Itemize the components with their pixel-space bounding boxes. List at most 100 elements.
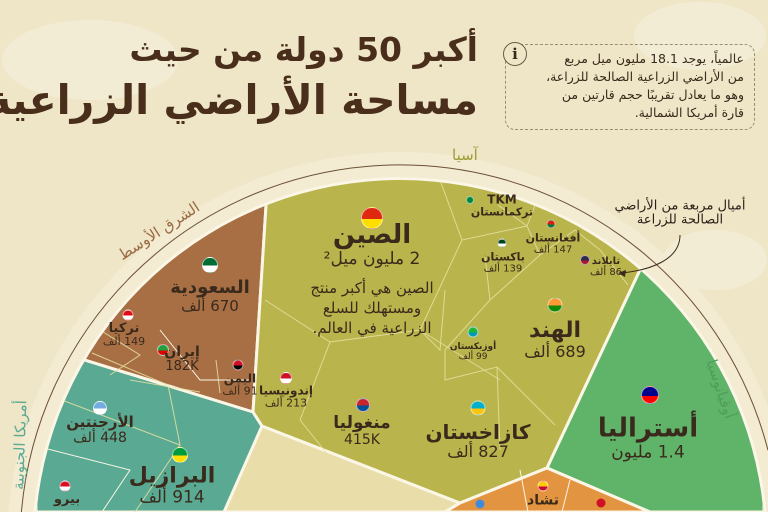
india-flag-icon — [547, 297, 563, 313]
title-line-1: أكبر 50 دولة من حيث — [129, 30, 478, 69]
info-icon: i — [503, 42, 527, 66]
country-value: 99 ألف — [458, 352, 488, 362]
turkey-flag-icon — [122, 309, 134, 321]
mongolia-label: منغوليا 415K — [333, 414, 390, 448]
yemen-label: اليمن 91 ألف — [222, 372, 257, 397]
country-name: اليمن — [223, 371, 257, 386]
country-value: 213 ألف — [264, 396, 308, 410]
china-label: الصين 2 مليون ميل² الصين هي أكبر منتج ومسته… — [310, 221, 433, 338]
country-value: 914 ألف — [139, 487, 205, 508]
turkmenistan-flag-icon — [466, 196, 474, 204]
afghanistan-flag-icon — [546, 219, 556, 229]
kazakhstan-flag-icon — [470, 400, 486, 416]
brazil-label: البرازيل 914 ألف — [128, 463, 216, 508]
country-name: السعودية — [170, 276, 250, 298]
peru-flag-icon — [59, 480, 71, 492]
country-value: 689 ألف — [524, 342, 586, 362]
kazakhstan-label: كازاخستان 827 ألف — [425, 421, 530, 461]
indonesia-flag-icon — [280, 372, 292, 384]
region-label-south-america: أمريكا الجنوبية — [9, 399, 31, 491]
country-value: 139 ألف — [483, 263, 523, 275]
chad-label: تشاد — [527, 492, 559, 509]
country-name: أفغانستان — [525, 231, 581, 245]
country-name: تايلاند — [591, 256, 621, 267]
info-line: قارة أمريكا الشمالية. — [634, 105, 744, 120]
turkey-label: تركيا 149 ألف — [102, 320, 146, 349]
country-name: تشاد — [527, 492, 559, 509]
country-value: 86 ألف — [589, 267, 623, 278]
legend-note-line: أميال مربعة من الأراضي — [614, 198, 746, 214]
country-name: إندونيسيا — [258, 383, 314, 398]
note-line: الصين هي أكبر منتج — [310, 279, 434, 298]
thailand-label: تايلاند 86 ألف — [590, 256, 622, 278]
saudi-flag-icon — [202, 257, 218, 273]
country-value: 147 ألف — [533, 244, 573, 256]
country-value: 827 ألف — [447, 442, 509, 462]
country-name: الهند — [528, 318, 582, 344]
saudi-label: السعودية 670 ألف — [170, 278, 250, 314]
country-abbr: TKM — [487, 192, 517, 207]
background-clouds — [2, 2, 767, 290]
uzbekistan-flag-icon — [467, 326, 479, 338]
turkmenistan-label: TKM تركمانستان — [471, 193, 533, 218]
info-text: عالمياً، يوجد 18.1 مليون ميل مربع من الأ… — [546, 50, 744, 122]
country-name: الصين — [332, 220, 412, 251]
thailand-flag-icon — [580, 255, 590, 265]
iran-label: إيران 182K — [164, 344, 200, 375]
argentina-flag-icon — [93, 401, 107, 415]
country-name: باكستان — [481, 250, 525, 264]
flag-icon — [475, 499, 485, 509]
australia-label: أستراليا 1.4 مليون — [598, 414, 698, 461]
cell-borders — [61, 180, 629, 512]
country-note: الصين هي أكبر منتج ومستهلك للسلع الزراعية … — [310, 278, 433, 338]
note-line: ومستهلك للسلع — [322, 299, 422, 318]
legend-arrow-head — [618, 270, 626, 277]
argentina-label: الأرجنتين 448 ألف — [66, 414, 134, 446]
china-flag-icon — [361, 207, 383, 229]
australia-flag-icon — [641, 386, 659, 404]
country-name: منغوليا — [333, 412, 391, 433]
country-name: أوزبكستان — [449, 342, 497, 353]
note-line: الزراعية في العالم. — [312, 319, 432, 338]
pakistan-flag-icon — [497, 238, 507, 248]
info-line: وهو ما يعادل تقريبًا حجم قارتين من — [561, 87, 744, 102]
country-value: 448 ألف — [73, 429, 127, 446]
info-line: من الأراضي الزراعية الصالحة للزراعة، — [546, 69, 744, 84]
legend-note: أميال مربعة من الأراضي الصالحة للزراعة — [614, 198, 746, 229]
title-line-2: مساحة الأراضي الزراعية — [0, 76, 478, 124]
peru-label: بيرو — [53, 491, 81, 507]
country-name: أستراليا — [597, 413, 699, 444]
brazil-flag-icon — [172, 447, 188, 463]
country-value: 91 ألف — [222, 384, 258, 398]
country-name: البرازيل — [128, 463, 216, 489]
mongolia-flag-icon — [356, 398, 370, 412]
country-name: الأرجنتين — [66, 413, 134, 432]
legend-arrow — [621, 234, 681, 274]
afghanistan-label: أفغانستان 147 ألف — [525, 231, 581, 256]
country-value: 2 مليون ميل² — [323, 248, 421, 269]
country-name: إيران — [164, 344, 200, 361]
country-value: 415K — [344, 431, 380, 448]
legend-note-line: الصالحة للزراعة — [636, 213, 724, 228]
uzbekistan-label: أوزبكستان 99 ألف — [449, 342, 497, 363]
cell-south-america — [36, 343, 264, 512]
country-value: 1.4 مليون — [611, 441, 685, 462]
info-line: عالمياً، يوجد 18.1 مليون ميل مربع — [564, 51, 744, 66]
indonesia-label: إندونيسيا 213 ألف — [259, 384, 313, 409]
country-value: 182K — [165, 359, 199, 375]
india-label: الهند 689 ألف — [524, 318, 586, 362]
yemen-flag-icon — [232, 359, 244, 371]
country-name: بيرو — [53, 491, 81, 507]
country-name: كازاخستان — [425, 420, 531, 445]
info-box: عالمياً، يوجد 18.1 مليون ميل مربع من الأ… — [505, 44, 755, 130]
outer-ring-line — [20, 164, 768, 512]
pakistan-label: باكستان 139 ألف — [481, 250, 525, 275]
region-label-asia: آسيا — [452, 146, 478, 164]
flag-icon — [596, 498, 606, 508]
iran-flag-icon — [157, 344, 169, 356]
country-value: 670 ألف — [181, 296, 239, 315]
country-name: تركمانستان — [470, 205, 534, 219]
country-name: تركيا — [108, 320, 140, 336]
country-value: 149 ألف — [102, 335, 146, 349]
chad-flag-icon — [537, 480, 549, 492]
